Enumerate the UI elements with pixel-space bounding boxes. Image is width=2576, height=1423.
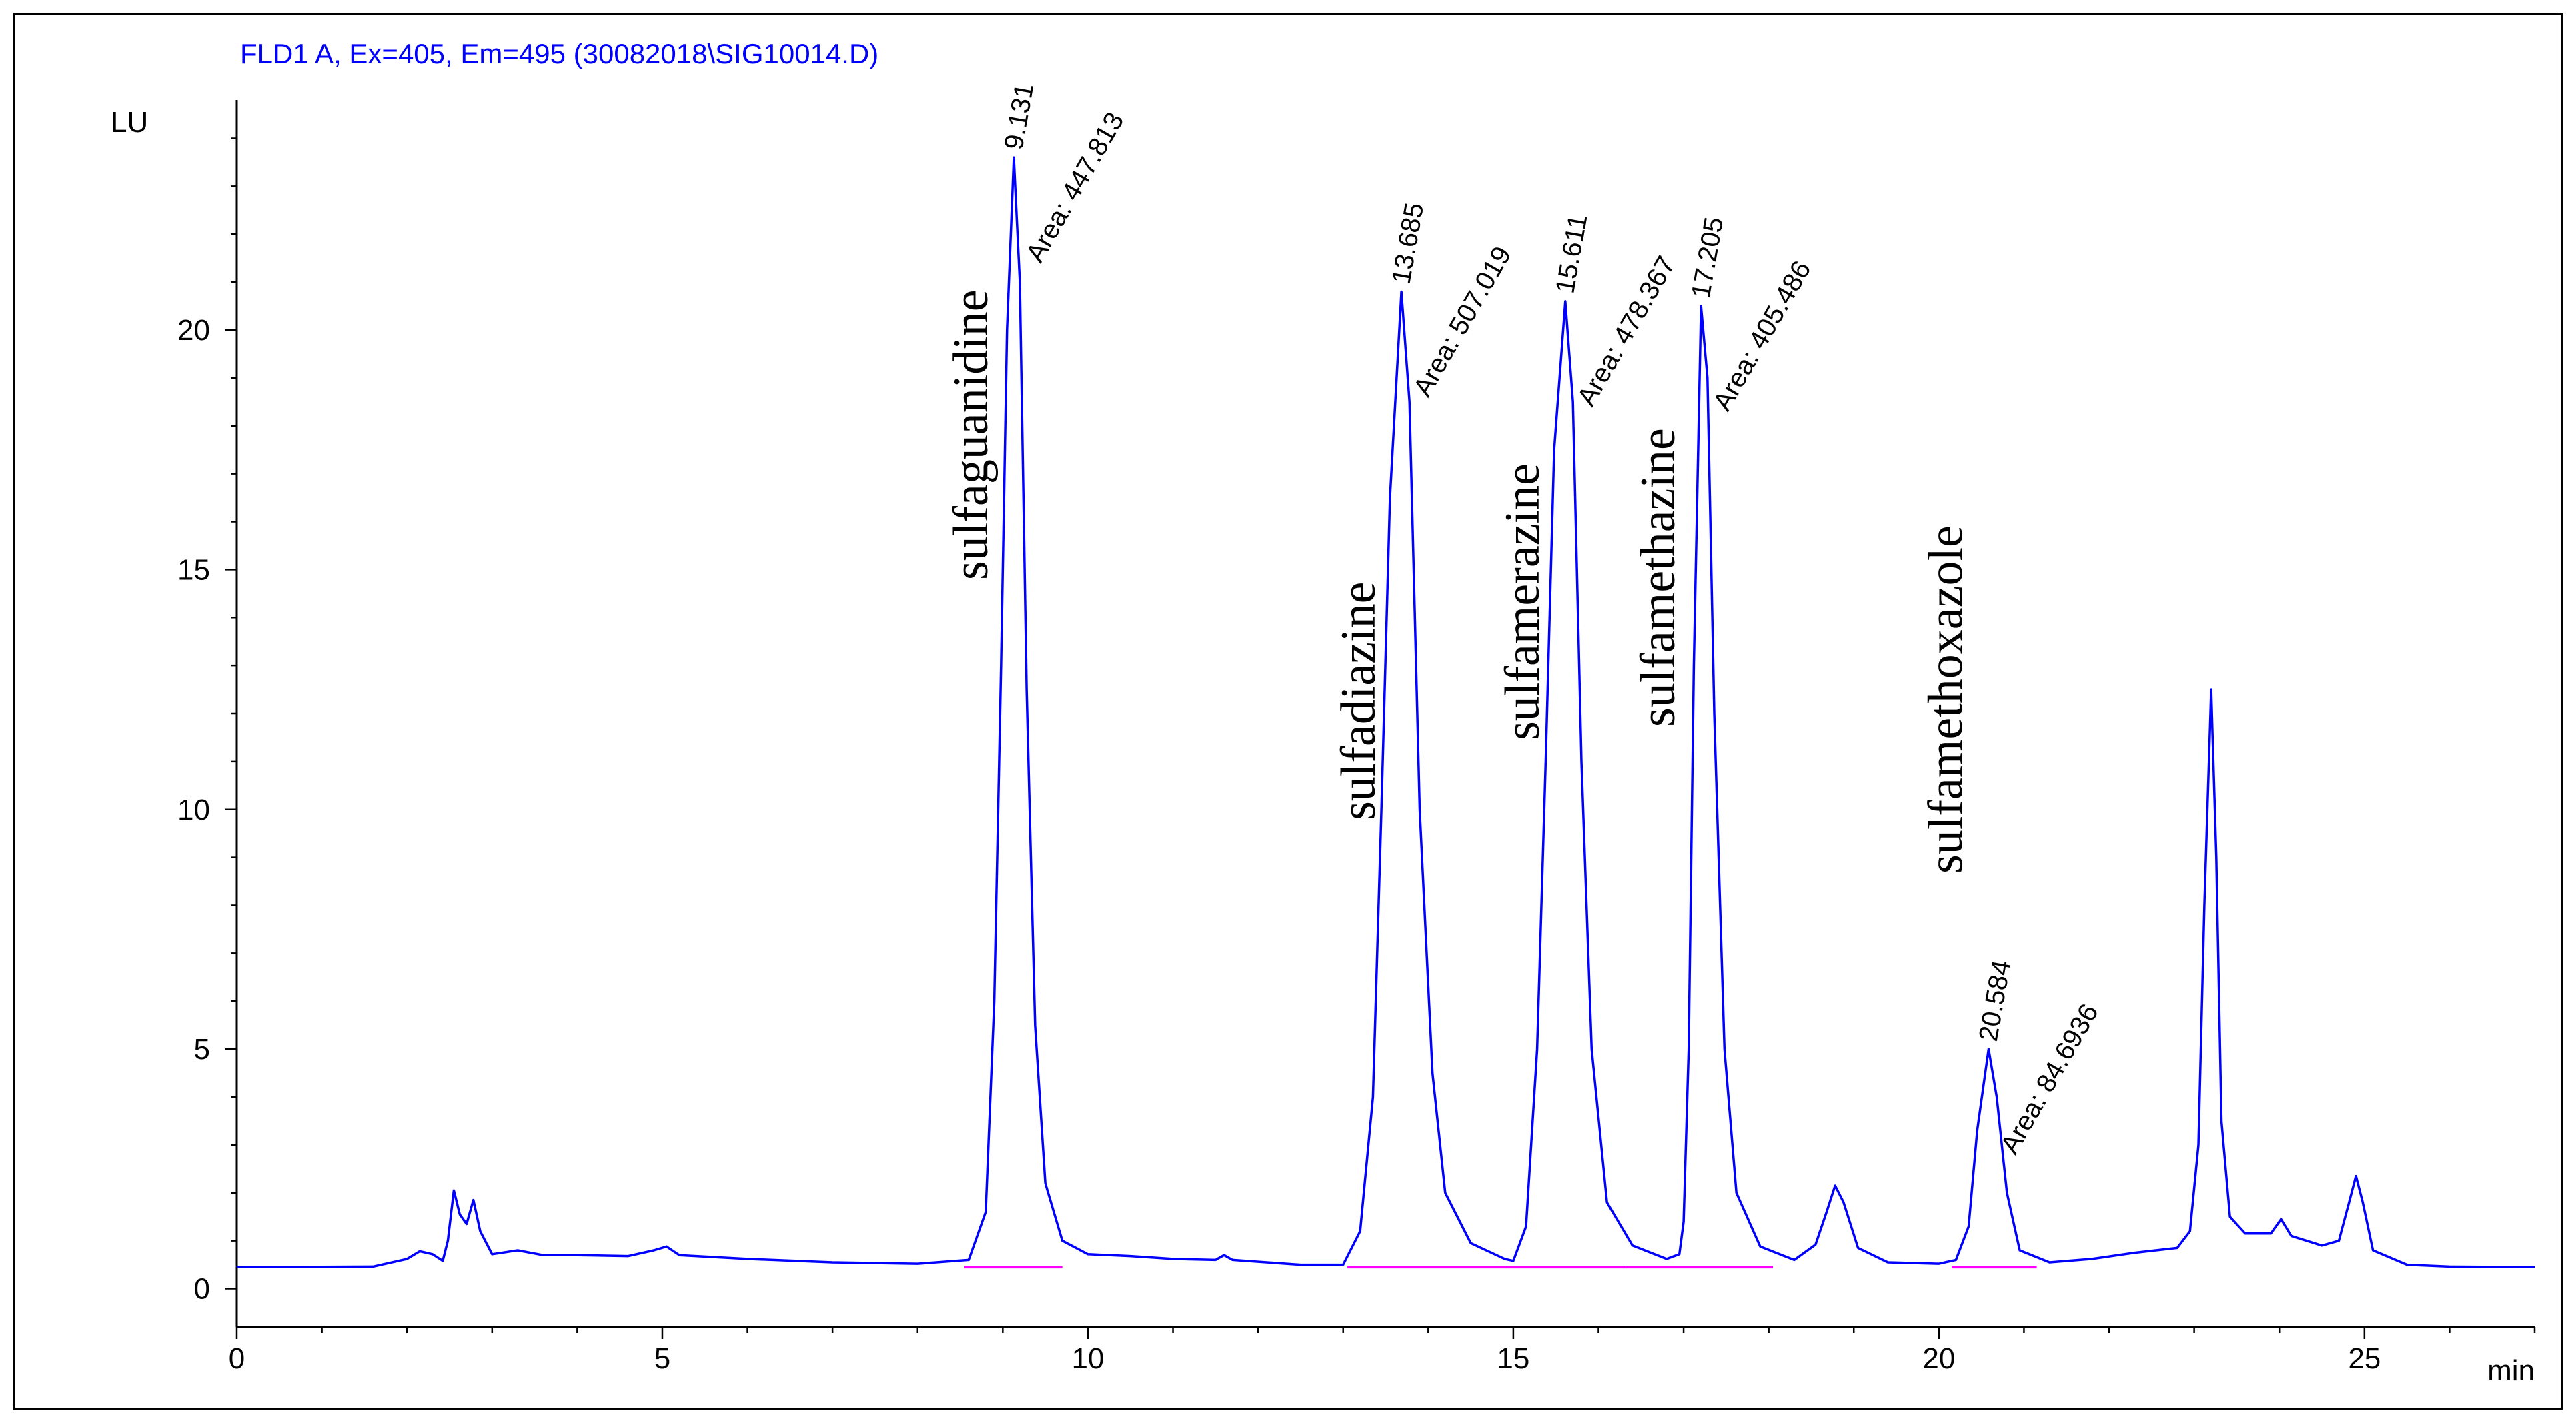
signal-line (236, 156, 2535, 1268)
peak-retention-time-label: 15.611 (1550, 212, 1593, 295)
axis-ticks: 0 5 10 15 20 0 5 10 15 20 25 (177, 137, 2536, 1375)
y-tick-label: 5 (194, 1033, 210, 1066)
compound-name-label: sulfamethazine (1631, 428, 1686, 727)
x-tick-label: 10 (1071, 1342, 1104, 1375)
signal-trace (236, 156, 2535, 1268)
x-axis-unit-label: min (2487, 1354, 2535, 1387)
x-tick-label: 25 (2348, 1342, 2381, 1375)
peak-area-label: Area: 447.813 (1021, 107, 1130, 267)
compound-name-label: sulfaguanidine (944, 289, 999, 580)
compound-name-label: sulfamethoxazole (1918, 525, 1973, 874)
chart-title: FLD1 A, Ex=405, Em=495 (30082018\SIG1001… (240, 38, 878, 69)
peak-area-label: Area: 84.6936 (1995, 999, 2104, 1159)
x-tick-label: 5 (654, 1342, 670, 1375)
peak-retention-time-label: 17.205 (1686, 215, 1730, 300)
chart-frame (13, 13, 2563, 1410)
compound-name-label: sulfamerazine (1495, 463, 1550, 740)
y-tick-label: 15 (177, 553, 210, 586)
peak-retention-time-label: 9.131 (999, 81, 1040, 152)
y-axis-unit-label: LU (111, 106, 148, 139)
y-tick-label: 20 (177, 314, 210, 347)
x-tick-label: 15 (1497, 1342, 1529, 1375)
y-tick-label: 10 (177, 794, 210, 826)
y-tick-label: 0 (194, 1273, 210, 1306)
compound-name-label: sulfadiazine (1331, 582, 1386, 821)
peak-area-label: Area: 507.019 (1408, 241, 1517, 401)
peak-area-label: Area: 478.367 (1572, 251, 1682, 411)
peak-area-label: Area: 405.486 (1708, 256, 1817, 416)
peak-retention-time-label: 13.685 (1387, 201, 1430, 286)
x-tick-label: 0 (229, 1342, 245, 1375)
x-tick-label: 20 (1922, 1342, 1955, 1375)
peak-retention-time-label: 20.584 (1974, 958, 2017, 1044)
